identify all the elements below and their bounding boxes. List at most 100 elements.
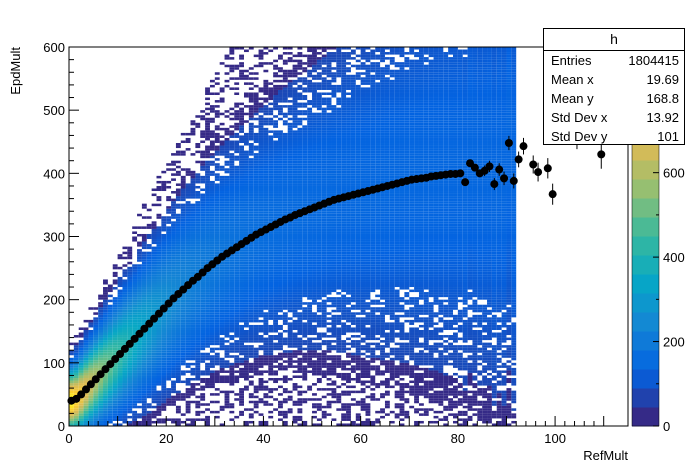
heatmap-cell <box>151 335 157 338</box>
heatmap-cell <box>292 388 298 391</box>
heatmap-cell <box>331 251 337 255</box>
heatmap-cell <box>195 173 201 176</box>
heatmap-cell <box>239 72 244 75</box>
heatmap-cell <box>200 163 206 166</box>
heatmap-cell <box>175 256 181 260</box>
heatmap-cell <box>205 322 210 325</box>
heatmap-cell <box>132 332 138 336</box>
heatmap-cell <box>243 218 249 222</box>
heatmap-cell <box>151 405 157 409</box>
heatmap-cell <box>214 221 220 224</box>
heatmap-cell <box>243 355 249 358</box>
heatmap-cell <box>112 314 118 318</box>
heatmap-cell <box>151 203 157 207</box>
heatmap-cell <box>175 218 181 222</box>
heatmap-cell <box>321 107 327 111</box>
heatmap-cell <box>312 67 317 70</box>
heatmap-cell <box>297 385 303 389</box>
heatmap-cell <box>292 193 298 197</box>
heatmap-cell <box>234 236 240 240</box>
heatmap-cell <box>219 206 225 209</box>
heatmap-cell <box>234 304 240 308</box>
heatmap-cell <box>239 254 244 257</box>
heatmap-cell <box>156 196 162 199</box>
heatmap-cell <box>112 377 118 381</box>
heatmap-cell <box>302 357 308 361</box>
heatmap-cell <box>234 274 240 277</box>
heatmap-cell <box>321 82 327 85</box>
heatmap-cell <box>326 284 332 288</box>
heatmap-cell <box>297 345 303 348</box>
heatmap-cell <box>258 251 264 255</box>
heatmap-cell <box>175 299 181 303</box>
heatmap-cell <box>112 309 118 313</box>
heatmap-cell <box>292 287 298 290</box>
heatmap-cell <box>331 271 337 275</box>
heatmap-cell <box>287 117 293 121</box>
heatmap-cell <box>239 102 244 106</box>
heatmap-cell <box>312 383 317 386</box>
heatmap-cell <box>263 347 269 351</box>
heatmap-cell <box>253 153 259 156</box>
heatmap-cell <box>195 259 201 262</box>
heatmap-cell <box>253 292 259 295</box>
heatmap-cell <box>117 365 123 368</box>
heatmap-cell <box>278 302 283 305</box>
heatmap-cell <box>239 302 244 305</box>
heatmap-cell <box>239 47 244 50</box>
heatmap-cell <box>287 125 293 128</box>
heatmap-cell <box>278 233 283 237</box>
heatmap-cell <box>258 256 264 260</box>
heatmap-cell <box>224 241 230 245</box>
heatmap-cell <box>214 287 220 290</box>
heatmap-cell <box>229 418 235 421</box>
heatmap-cell <box>263 191 269 194</box>
heatmap-cell <box>161 375 167 378</box>
heatmap-cell <box>166 327 172 330</box>
heatmap-cell <box>297 180 303 184</box>
heatmap-cell <box>229 302 235 305</box>
heatmap-cell <box>229 191 235 194</box>
heatmap-cell <box>278 198 283 202</box>
heatmap-cell <box>214 393 220 396</box>
heatmap-cell <box>268 246 274 250</box>
heatmap-cell <box>156 228 162 232</box>
heatmap-cell <box>175 340 181 343</box>
heatmap-cell <box>205 352 210 356</box>
heatmap-cell <box>321 132 327 136</box>
heatmap-cell <box>258 239 264 242</box>
heatmap-cell <box>321 153 327 156</box>
heatmap-cell <box>151 223 157 227</box>
heatmap-cell <box>239 206 244 209</box>
heatmap-cell <box>93 410 99 414</box>
heatmap-cell <box>195 236 201 240</box>
heatmap-cell <box>112 395 118 399</box>
heatmap-cell <box>312 49 317 53</box>
heatmap-cell <box>112 337 118 341</box>
heatmap-cell <box>156 327 162 330</box>
heatmap-cell <box>307 365 313 368</box>
heatmap-cell <box>243 188 249 192</box>
heatmap-cell <box>239 216 244 219</box>
heatmap-cell <box>263 79 269 83</box>
heatmap-cell <box>239 218 244 222</box>
heatmap-cell <box>185 183 191 186</box>
heatmap-cell <box>88 403 94 406</box>
heatmap-cell <box>268 244 274 247</box>
heatmap-cell <box>229 317 235 320</box>
heatmap-cell <box>321 218 327 222</box>
heatmap-cell <box>263 274 269 277</box>
heatmap-cell <box>209 307 215 310</box>
heatmap-cell <box>287 261 293 265</box>
heatmap-cell <box>156 342 162 346</box>
heatmap-cell <box>200 342 206 346</box>
heatmap-cell <box>282 105 288 108</box>
heatmap-cell <box>258 203 264 207</box>
heatmap-cell <box>253 92 259 96</box>
heatmap-cell <box>253 135 259 138</box>
heatmap-cell <box>297 292 303 295</box>
heatmap-cell <box>234 287 240 290</box>
heatmap-cell <box>297 244 303 247</box>
heatmap-cell <box>273 178 279 181</box>
heatmap-cell <box>185 307 191 310</box>
